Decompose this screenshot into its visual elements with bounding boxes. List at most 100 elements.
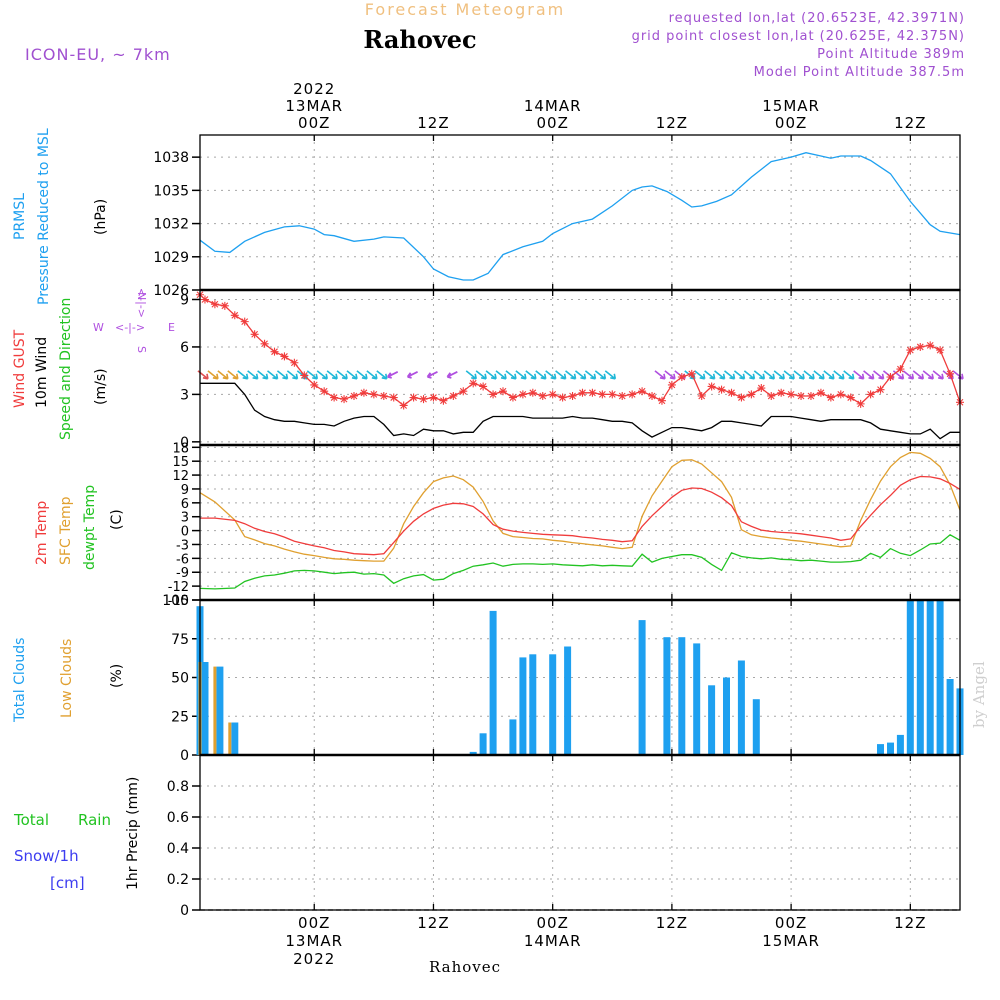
wind-direction-arrow xyxy=(833,370,845,380)
wind-direction-arrow xyxy=(515,370,527,380)
precip-labels: Total Rain Snow/1h [cm] 1hr Precip (mm) xyxy=(13,777,141,892)
total-cloud-bar xyxy=(479,733,487,755)
gust-marker xyxy=(379,391,388,400)
gust-marker xyxy=(946,369,955,378)
total-cloud-bar xyxy=(693,643,701,755)
low-cloud-bar xyxy=(228,722,232,755)
gust-marker xyxy=(270,347,279,356)
temp-ytick-label: 12 xyxy=(172,469,189,484)
clouds-ytick-label: 25 xyxy=(171,709,189,725)
gust-marker xyxy=(826,393,835,402)
top-time-label: 12Z xyxy=(656,114,688,132)
gust-marker xyxy=(687,369,696,378)
gust-marker xyxy=(588,388,597,397)
wind-direction-arrow xyxy=(714,370,726,380)
wind-ytick-label: 3 xyxy=(180,387,189,403)
requested-coords: requested lon,lat (20.6523E, 42.3971N) xyxy=(669,11,965,26)
gust-marker xyxy=(906,346,915,355)
total-cloud-bar xyxy=(877,744,884,755)
wind-direction-arrow xyxy=(406,371,418,379)
gust-marker xyxy=(657,396,666,405)
gust-marker xyxy=(558,393,567,402)
wind-direction-arrow xyxy=(465,370,477,380)
gust-marker xyxy=(369,390,378,399)
wind-direction-arrow xyxy=(505,370,517,380)
wind-direction-arrow xyxy=(664,370,676,380)
total-cloud-bar xyxy=(529,654,537,756)
gust-marker xyxy=(896,365,905,374)
precip-ytick-label: 0 xyxy=(180,903,189,919)
total-cloud-bar xyxy=(469,751,477,755)
wind-direction-arrow xyxy=(495,370,507,380)
wind-direction-arrow xyxy=(773,370,785,380)
total-cloud-bar xyxy=(678,637,686,755)
total-cloud-bar xyxy=(708,685,716,756)
wind-direction-arrow xyxy=(584,370,597,380)
point-altitude: Point Altitude 389m xyxy=(817,47,965,62)
wind-10m-label: 10m Wind xyxy=(34,337,50,408)
panels: 102610291032103510380369-15-12-9-6-30369… xyxy=(153,134,964,919)
temp-unit: (C) xyxy=(109,509,125,530)
gust-marker xyxy=(757,384,766,393)
gust-marker xyxy=(399,401,408,410)
wind-labels: Wind GUST 10m Wind Speed and Direction (… xyxy=(12,288,175,440)
wind-direction-arrow xyxy=(376,370,388,380)
top-time-label: 00Z xyxy=(775,114,807,132)
bottom-time-label: 00Z xyxy=(298,914,330,932)
gust-marker xyxy=(200,295,209,304)
total-cloud-bar xyxy=(887,742,894,755)
bottom-time-label: 12Z xyxy=(417,914,449,932)
total-clouds-label: Total Clouds xyxy=(12,638,28,723)
wind-direction-arrow xyxy=(733,370,746,380)
wind-direction-arrow xyxy=(525,370,537,380)
sfc-temp-line xyxy=(199,451,961,562)
gust-marker xyxy=(578,388,587,397)
wind-direction-arrow xyxy=(932,370,944,380)
compass-arrow: <-|-> xyxy=(115,321,145,334)
wind-direction-arrow xyxy=(704,370,716,380)
wind-direction-arrow xyxy=(535,370,547,380)
top-time-label: 00Z xyxy=(298,114,330,132)
wind-direction-arrow xyxy=(753,370,766,380)
gust-marker xyxy=(777,388,786,397)
grid-point-coords: grid point closest lon,lat (20.625E, 42.… xyxy=(632,29,965,44)
top-time-label: 13MAR xyxy=(285,97,343,115)
total-cloud-bar xyxy=(926,600,934,755)
bottom-time-label: 13MAR xyxy=(285,932,343,950)
gust-marker xyxy=(618,391,627,400)
wind-direction-arrow xyxy=(257,370,269,380)
temp-ytick-label: 0 xyxy=(181,525,189,540)
total-cloud-bar xyxy=(663,637,671,755)
wind-direction-arrow xyxy=(267,370,279,380)
gust-marker xyxy=(806,391,815,400)
gust-marker xyxy=(797,391,806,400)
wind-direction-arrow xyxy=(346,370,358,380)
gust-marker xyxy=(419,395,428,404)
gust-marker xyxy=(469,379,478,388)
temp-ytick-label: 18 xyxy=(172,441,189,456)
wind-direction-arrow xyxy=(743,370,756,380)
wind-ytick-label: 6 xyxy=(180,340,189,356)
total-cloud-bar xyxy=(723,677,730,755)
gust-marker xyxy=(359,388,368,397)
precip-axis-label: 1hr Precip (mm) xyxy=(125,777,141,890)
gust-marker xyxy=(528,388,537,397)
clouds-ytick-label: 0 xyxy=(180,748,189,764)
wind-10m-line xyxy=(200,382,960,440)
wind-direction-arrow xyxy=(247,370,259,380)
gust-marker xyxy=(816,388,825,397)
gust-marker xyxy=(449,391,458,400)
cloud-labels: Total Clouds Low Clouds (%) xyxy=(12,638,125,723)
top-time-label: 2022 xyxy=(293,80,335,98)
temp-sfc-label: SFC Temp xyxy=(58,496,74,565)
gust-marker xyxy=(638,387,647,396)
bottom-time-label: 2022 xyxy=(293,950,335,968)
precip-ytick-label: 0.6 xyxy=(167,810,189,826)
wind-direction-arrow xyxy=(326,370,338,380)
wind-direction-arrow xyxy=(545,370,557,380)
temp-ytick-label: -15 xyxy=(168,594,189,609)
wind-direction-arrow xyxy=(803,370,815,380)
